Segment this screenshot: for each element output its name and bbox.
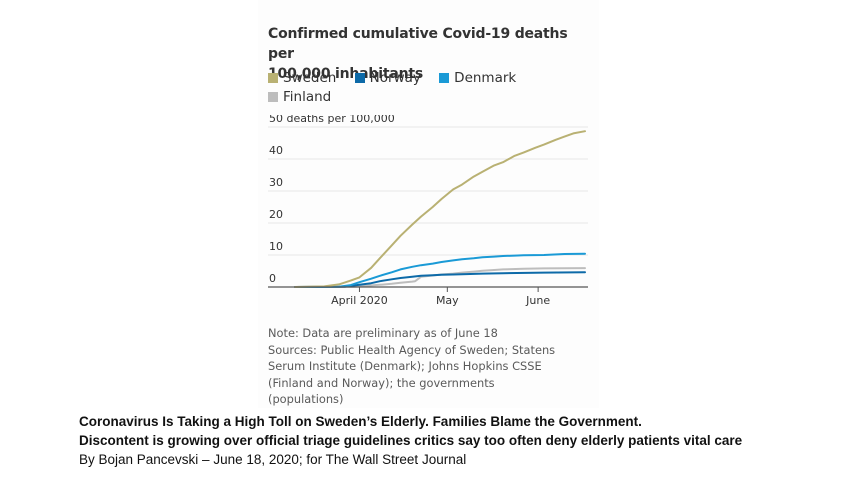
chart-title-line-2: 100,000 inhabitants	[268, 66, 423, 82]
y-tick-label-50: 50 deaths per 100,000	[269, 115, 395, 125]
legend-item-sweden: Sweden	[268, 68, 336, 87]
sources-line-2: Serum Institute (Denmark); Johns Hopkins…	[268, 359, 542, 373]
y-tick-label-0: 0	[269, 272, 276, 285]
legend-item-norway: Norway	[354, 68, 421, 87]
chart-title-line-1: Confirmed cumulative Covid-19 deaths per	[268, 26, 568, 62]
chart-title: Confirmed cumulative Covid-19 deaths per…	[268, 24, 588, 84]
y-tick-label-30: 30	[269, 176, 283, 189]
chart-panel	[258, 0, 599, 408]
x-axis: April 2020 May June	[268, 286, 588, 307]
legend-swatch-sweden	[268, 72, 278, 83]
legend-label-sweden: Sweden	[283, 69, 337, 86]
series-line-sweden	[294, 130, 586, 288]
legend-label-norway: Norway	[369, 69, 421, 86]
line-chart: 0 10 20 30 40 50 deaths per 100,000 April 202…	[268, 115, 588, 307]
series-line-norway	[294, 271, 586, 288]
article-caption: Coronavirus Is Taking a High Toll on Swe…	[79, 412, 839, 469]
sources-line-3: (Finland and Norway); the governments	[268, 375, 495, 390]
article-byline: By Bojan Pancevski – June 18, 2020; for …	[79, 452, 467, 467]
legend-label-finland: Finland	[283, 88, 332, 105]
note-text: Note: Data are preliminary as of June 18	[268, 326, 498, 340]
legend-swatch-norway	[354, 72, 365, 83]
y-tick-label-10: 10	[269, 240, 283, 253]
y-axis-ticks: 0 10 20 30 40 50 deaths per 100,000	[269, 115, 395, 285]
legend-label-denmark: Denmark	[454, 69, 517, 86]
series-lines	[294, 130, 586, 288]
sources-line-4: (populations)	[268, 392, 344, 406]
legend-swatch-denmark	[439, 72, 450, 83]
x-tick-label-may: May	[436, 294, 459, 307]
y-tick-label-20: 20	[269, 208, 283, 221]
series-line-denmark	[294, 252, 586, 288]
x-tick-label-april-2020: April 2020	[331, 294, 388, 307]
legend-item-denmark: Denmark	[439, 68, 516, 87]
article-headline: Coronavirus Is Taking a High Toll on Swe…	[79, 414, 642, 429]
sources-line-1: Sources: Public Health Agency of Sweden;…	[268, 342, 556, 357]
y-tick-label-40: 40	[269, 144, 283, 157]
chart-legend: Sweden Norway Denmark Finland	[268, 68, 588, 106]
legend-swatch-finland	[268, 91, 278, 102]
chart-notes: Note: Data are preliminary as of June 18…	[268, 325, 588, 408]
x-tick-label-june: June	[525, 294, 550, 307]
legend-item-finland: Finland	[268, 87, 331, 106]
article-subhead: Discontent is growing over official tria…	[79, 433, 743, 448]
